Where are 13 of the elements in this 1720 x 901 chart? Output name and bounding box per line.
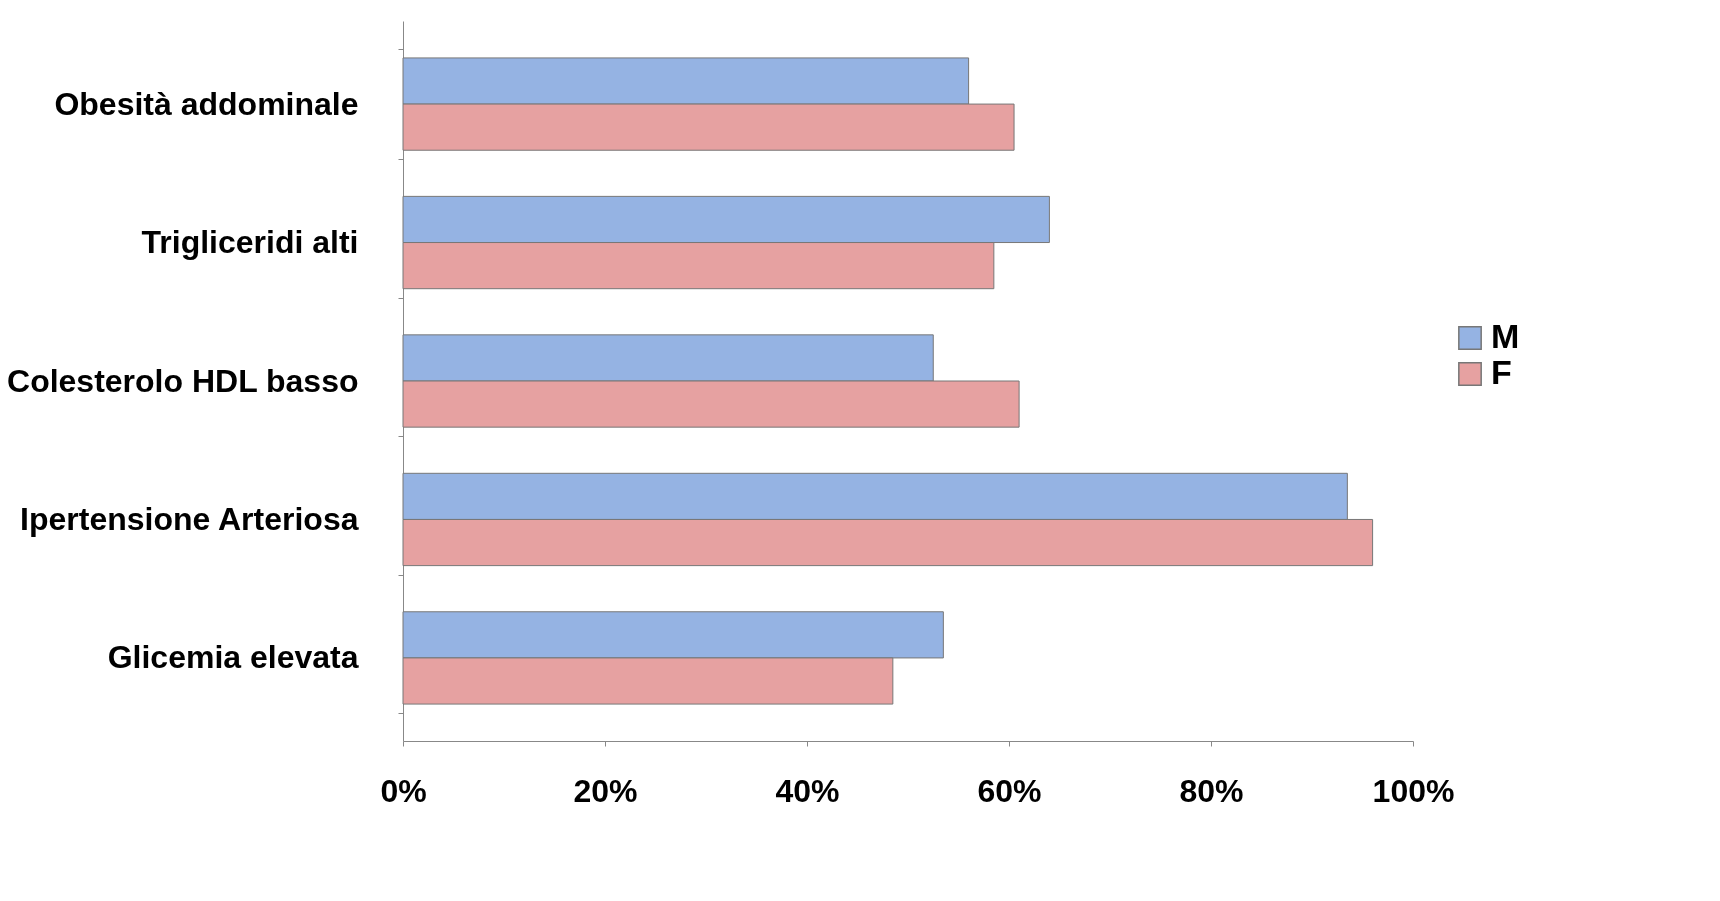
y-tick-label: Trigliceridi alti xyxy=(141,224,359,261)
x-tick-label: 80% xyxy=(1179,772,1244,809)
x-tick-label: 0% xyxy=(380,772,427,809)
y-tick-label: Ipertensione Arteriosa xyxy=(20,500,359,537)
legend-label: F xyxy=(1491,353,1512,391)
x-tick-label: 100% xyxy=(1372,772,1455,809)
y-tick-label: Colesterolo HDL basso xyxy=(7,362,359,399)
x-tick-label: 20% xyxy=(573,772,638,809)
y-tick-label: Obesità addominale xyxy=(54,85,359,122)
x-tick-label: 60% xyxy=(977,772,1042,809)
x-tick-label: 40% xyxy=(775,772,840,809)
y-tick-label: Glicemia elevata xyxy=(107,639,359,676)
legend-label: M xyxy=(1491,317,1520,355)
